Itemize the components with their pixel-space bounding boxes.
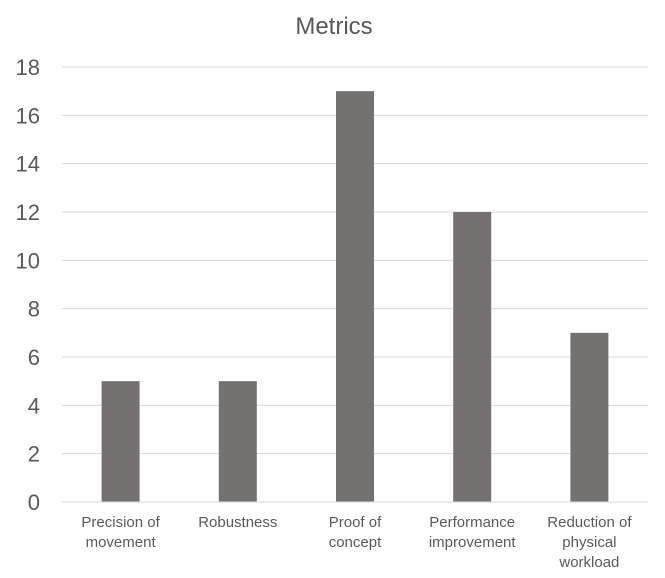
x-tick-label: Precision of (81, 514, 160, 531)
x-tick-label: movement (86, 534, 157, 551)
y-tick-label: 18 (16, 55, 40, 80)
x-tick-label: physical (562, 534, 616, 551)
x-tick-label: improvement (429, 534, 517, 551)
chart-title: Metrics (295, 13, 372, 40)
bar (101, 381, 140, 502)
y-tick-label: 14 (16, 152, 40, 177)
y-axis-ticks: 0 2 4 6 8 10 12 14 16 18 (16, 55, 40, 515)
y-tick-label: 0 (28, 490, 40, 515)
x-tick-label: concept (329, 534, 382, 551)
x-axis-ticks: Precision of movement Robustness Proof of co… (81, 514, 632, 571)
bar (218, 381, 257, 502)
y-tick-label: 6 (28, 345, 40, 370)
x-tick-label: workload (558, 554, 619, 571)
x-tick-label: Reduction of (547, 514, 632, 531)
y-tick-label: 10 (16, 248, 40, 273)
x-tick-label: Performance (429, 514, 515, 531)
y-tick-label: 2 (28, 442, 40, 467)
bar (453, 212, 492, 502)
x-tick-label: Proof of (329, 514, 382, 531)
y-tick-label: 12 (16, 200, 40, 225)
y-tick-label: 4 (28, 393, 40, 418)
bar (336, 91, 374, 503)
x-tick-label: Robustness (198, 514, 277, 531)
y-tick-label: 16 (16, 103, 40, 128)
bar (570, 332, 609, 502)
bars (101, 91, 609, 503)
y-tick-label: 8 (28, 297, 40, 322)
